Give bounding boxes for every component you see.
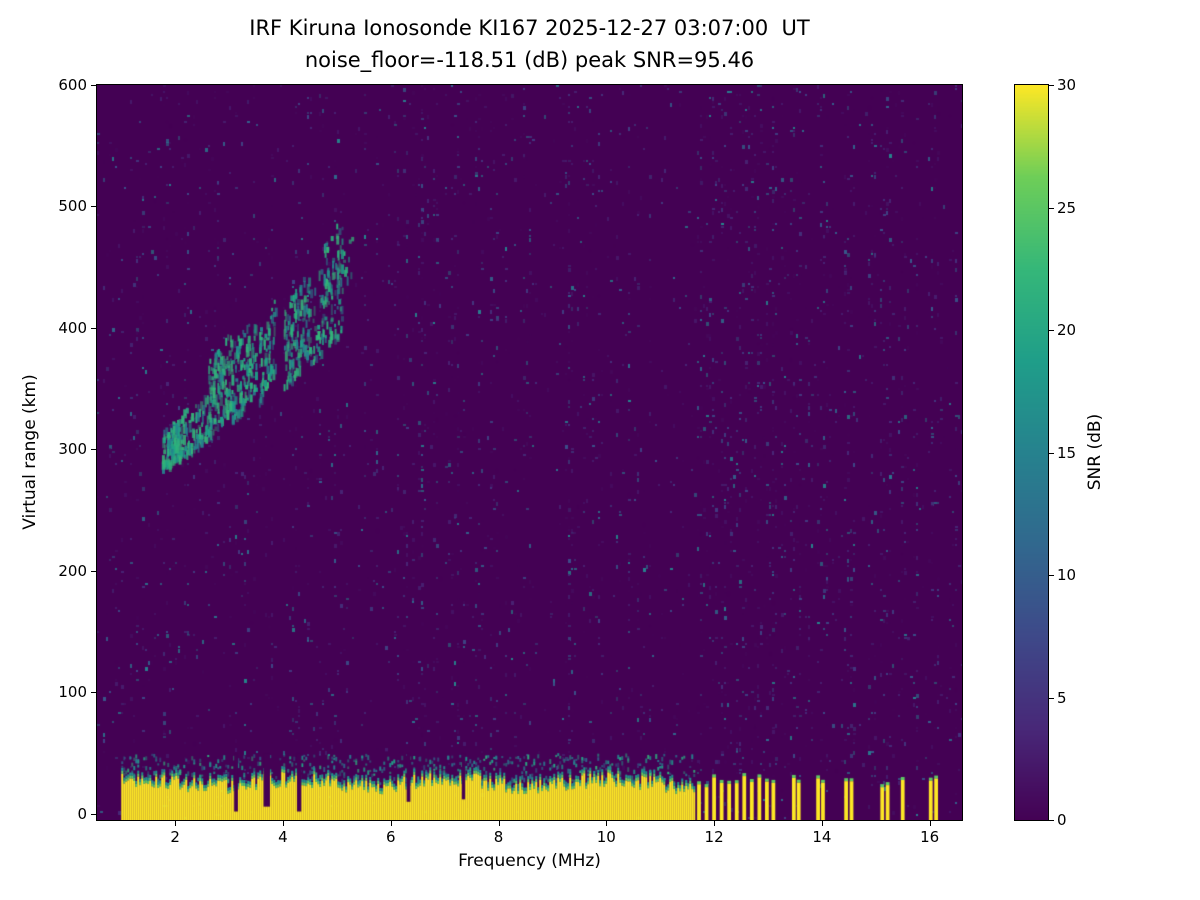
colorbar-tick-label: 20 xyxy=(1057,321,1077,339)
chart-subtitle: noise_floor=-118.51 (dB) peak SNR=95.46 xyxy=(304,48,755,72)
x-tick-label: 16 xyxy=(920,828,940,846)
y-tick-mark xyxy=(91,206,97,208)
y-axis-label: Virtual range (km) xyxy=(20,374,40,530)
y-tick-label: 200 xyxy=(58,561,87,580)
x-tick-mark xyxy=(390,821,392,826)
colorbar-tick-mark xyxy=(1049,697,1054,699)
x-tick-mark xyxy=(714,821,716,826)
colorbar-tick-label: 15 xyxy=(1057,443,1077,462)
colorbar-tick-mark xyxy=(1049,820,1054,821)
x-tick-label: 10 xyxy=(596,828,616,846)
x-tick-label: 4 xyxy=(278,828,288,846)
y-tick-label: 400 xyxy=(58,318,87,337)
y-tick-label: 100 xyxy=(58,683,87,702)
colorbar-tick-label: 5 xyxy=(1057,688,1067,707)
x-axis-label: Frequency (MHz) xyxy=(458,851,601,871)
colorbar-tick-mark xyxy=(1049,330,1054,331)
plot-frame xyxy=(96,84,963,821)
colorbar-tick-mark xyxy=(1049,452,1054,454)
y-tick-label: 500 xyxy=(58,197,87,216)
x-tick-mark xyxy=(282,821,284,826)
colorbar-gradient xyxy=(1015,85,1048,820)
x-tick-label: 12 xyxy=(704,828,724,846)
x-tick-mark xyxy=(498,821,500,826)
colorbar-frame xyxy=(1014,84,1049,821)
x-tick-label: 14 xyxy=(812,828,832,846)
colorbar-tick-label: 30 xyxy=(1057,76,1077,94)
x-tick-label: 6 xyxy=(385,828,396,846)
y-tick-mark xyxy=(91,85,97,86)
ionogram-heatmap xyxy=(97,85,962,820)
x-tick-mark xyxy=(929,821,931,826)
x-tick-label: 2 xyxy=(170,828,180,846)
y-tick-mark xyxy=(91,570,97,572)
y-tick-mark xyxy=(91,692,97,694)
chart-title: IRF Kiruna Ionosonde KI167 2025-12-27 03… xyxy=(249,16,810,40)
x-tick-mark xyxy=(175,821,177,826)
colorbar-tick-label: 10 xyxy=(1057,566,1077,584)
y-tick-label: 0 xyxy=(77,804,87,823)
colorbar-tick-label: 0 xyxy=(1057,811,1067,829)
x-tick-mark xyxy=(606,821,608,826)
x-tick-label: 8 xyxy=(493,828,504,846)
x-tick-mark xyxy=(821,821,823,826)
colorbar-tick-mark xyxy=(1049,85,1054,86)
y-tick-label: 600 xyxy=(58,76,87,94)
y-tick-mark xyxy=(91,449,97,451)
y-tick-mark xyxy=(91,327,97,329)
y-tick-label: 300 xyxy=(58,440,87,459)
colorbar-tick-mark xyxy=(1049,207,1054,209)
y-tick-mark xyxy=(91,813,97,815)
colorbar-tick-mark xyxy=(1049,575,1054,576)
colorbar-tick-label: 25 xyxy=(1057,198,1077,217)
